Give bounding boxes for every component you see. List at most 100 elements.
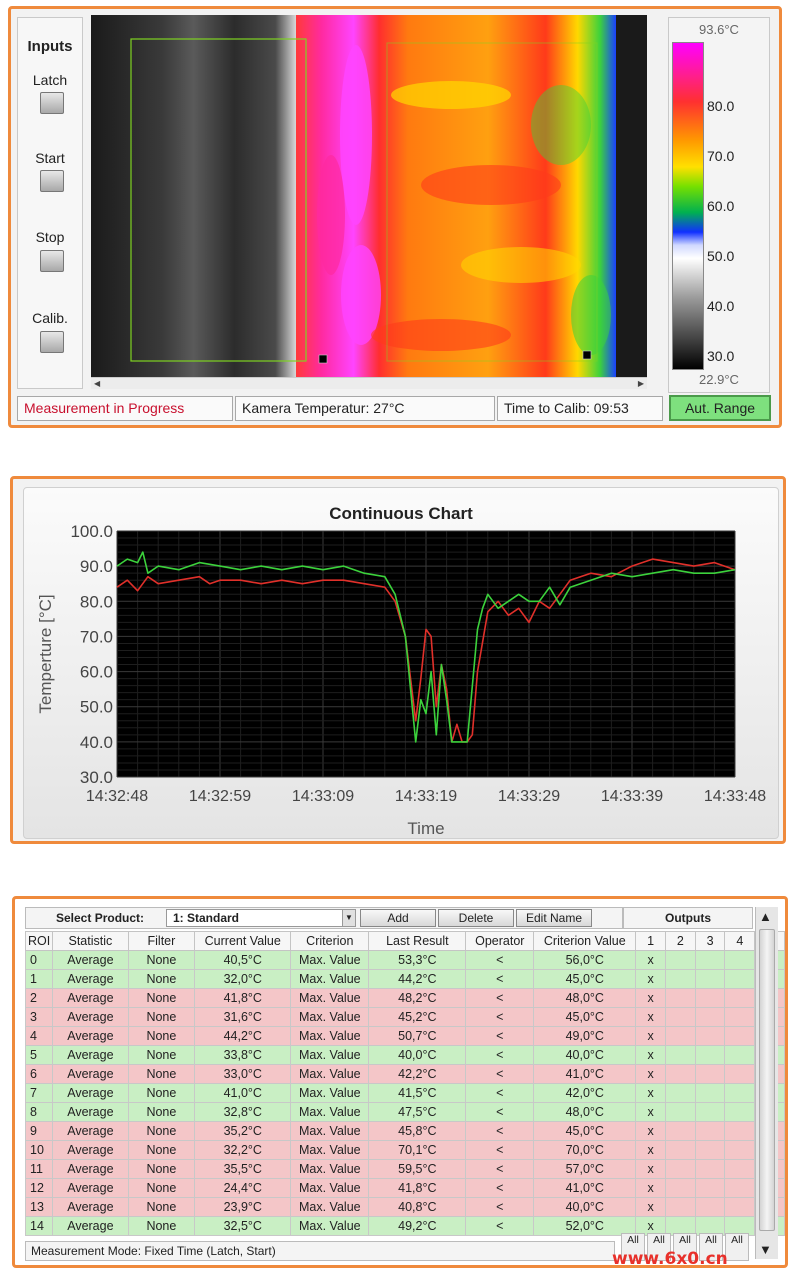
table-cell[interactable] [724,1197,756,1217]
table-cell[interactable]: < [465,1102,535,1122]
table-cell[interactable]: None [127,1007,196,1027]
table-cell[interactable]: 45,2°C [368,1007,467,1027]
table-cell[interactable]: 70,0°C [533,1140,637,1160]
table-cell[interactable]: x [635,1045,666,1065]
table-cell[interactable]: 44,2°C [368,969,467,989]
table-cell[interactable]: None [127,969,196,989]
table-cell[interactable]: Average [52,1216,129,1236]
table-cell[interactable] [664,1216,696,1236]
table-cell[interactable] [724,1159,756,1179]
table-cell[interactable]: 45,0°C [533,1121,637,1141]
table-cell[interactable]: Average [52,969,129,989]
table-cell[interactable] [664,969,696,989]
table-cell[interactable] [694,1007,726,1027]
table-cell[interactable]: x [635,950,666,970]
table-cell[interactable]: Average [52,1064,129,1084]
table-row[interactable]: 3 Average None 31,6°C Max. Value 45,2°C <45,0°… [24,1007,785,1027]
table-cell[interactable]: Max. Value [290,1197,370,1217]
table-cell[interactable]: Average [52,1197,129,1217]
table-cell[interactable]: None [127,988,196,1008]
table-cell[interactable]: 33,0°C [194,1064,292,1084]
table-cell[interactable]: 5 [24,1045,54,1065]
output-4-all-button[interactable]: All [699,1233,723,1261]
table-cell[interactable]: 33,8°C [194,1045,292,1065]
table-cell[interactable] [664,1007,696,1027]
table-cell[interactable]: 41,5°C [368,1083,467,1103]
table-cell[interactable]: 40,0°C [533,1197,637,1217]
table-cell[interactable]: 56,0°C [533,950,637,970]
scroll-left-icon[interactable]: ◀ [94,379,101,388]
table-cell[interactable]: < [465,1159,535,1179]
table-cell[interactable] [664,1026,696,1046]
table-cell[interactable]: 32,8°C [194,1102,292,1122]
table-cell[interactable] [724,1121,756,1141]
table-cell[interactable]: < [465,1178,535,1198]
thermal-horizontal-scrollbar[interactable]: ◀ ▶ [91,377,647,389]
table-cell[interactable] [724,1026,756,1046]
table-cell[interactable]: < [465,1026,535,1046]
table-row[interactable]: 1 Average None 32,0°C Max. Value 44,2°C <45,0°… [24,969,785,989]
table-cell[interactable] [694,1159,726,1179]
table-cell[interactable]: 7 [24,1083,54,1103]
table-cell[interactable] [694,1083,726,1103]
table-cell[interactable]: 48,0°C [533,988,637,1008]
output-3-all-button[interactable]: All [673,1233,697,1261]
table-cell[interactable]: 31,6°C [194,1007,292,1027]
table-cell[interactable]: 42,0°C [533,1083,637,1103]
table-cell[interactable]: 45,8°C [368,1121,467,1141]
table-row[interactable]: 12 Average None 24,4°C Max. Value 41,8°C <41,0… [24,1178,785,1198]
table-cell[interactable]: Max. Value [290,1178,370,1198]
table-cell[interactable]: 44,2°C [194,1026,292,1046]
table-cell[interactable]: 11 [24,1159,54,1179]
table-cell[interactable]: 3 [24,1007,54,1027]
table-cell[interactable] [664,1140,696,1160]
table-cell[interactable]: x [635,1140,666,1160]
table-cell[interactable]: < [465,1083,535,1103]
table-cell[interactable]: None [127,1216,196,1236]
table-cell[interactable] [724,969,756,989]
table-cell[interactable] [664,1064,696,1084]
table-cell[interactable] [664,950,696,970]
table-cell[interactable]: x [635,1159,666,1179]
table-cell[interactable]: 57,0°C [533,1159,637,1179]
table-cell[interactable]: None [127,1026,196,1046]
table-cell[interactable]: 40,0°C [368,1045,467,1065]
table-cell[interactable]: None [127,1102,196,1122]
table-cell[interactable] [724,1140,756,1160]
table-cell[interactable]: 59,5°C [368,1159,467,1179]
table-cell[interactable]: x [635,969,666,989]
table-cell[interactable]: 8 [24,1102,54,1122]
stop-button[interactable] [40,250,64,272]
table-cell[interactable]: Average [52,1102,129,1122]
table-cell[interactable]: 48,0°C [533,1102,637,1122]
table-row[interactable]: 11 Average None 35,5°C Max. Value 59,5°C <57,0… [24,1159,785,1179]
table-cell[interactable]: x [635,1197,666,1217]
table-cell[interactable]: 6 [24,1064,54,1084]
table-cell[interactable]: 41,0°C [194,1083,292,1103]
table-cell[interactable]: 50,7°C [368,1026,467,1046]
table-row[interactable]: 2 Average None 41,8°C Max. Value 48,2°C <48,0°… [24,988,785,1008]
table-cell[interactable] [694,1064,726,1084]
table-cell[interactable] [724,1083,756,1103]
table-cell[interactable]: x [635,1216,666,1236]
table-cell[interactable]: < [465,1197,535,1217]
output-1-all-button[interactable]: All [621,1233,645,1261]
table-cell[interactable]: 45,0°C [533,1007,637,1027]
table-cell[interactable] [694,1197,726,1217]
table-cell[interactable]: x [635,1178,666,1198]
scale-max-value[interactable]: 93.6°C [699,22,739,37]
table-cell[interactable]: x [635,988,666,1008]
table-cell[interactable]: 49,0°C [533,1026,637,1046]
table-cell[interactable]: Max. Value [290,1045,370,1065]
table-cell[interactable]: Average [52,988,129,1008]
table-cell[interactable]: Max. Value [290,1064,370,1084]
table-cell[interactable]: Average [52,1045,129,1065]
table-row[interactable]: 4 Average None 44,2°C Max. Value 50,7°C <49,0°… [24,1026,785,1046]
table-cell[interactable] [664,988,696,1008]
scale-min-value[interactable]: 22.9°C [699,372,739,387]
table-cell[interactable] [724,1064,756,1084]
table-cell[interactable]: 1 [24,969,54,989]
table-cell[interactable]: 13 [24,1197,54,1217]
table-cell[interactable]: 42,2°C [368,1064,467,1084]
table-cell[interactable]: Average [52,1140,129,1160]
